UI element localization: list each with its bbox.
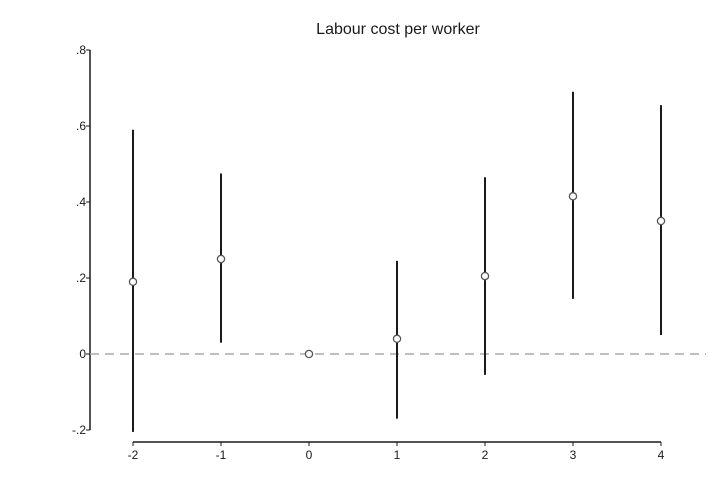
x-tick-label: 3 [570, 448, 577, 462]
point-estimate-marker [656, 216, 666, 226]
y-tick-label: .4 [76, 195, 86, 209]
point-estimate-layer [128, 192, 666, 359]
x-tick-label: 2 [482, 448, 489, 462]
x-tick-label: -2 [128, 448, 139, 462]
y-tick-label: .2 [76, 271, 86, 285]
y-tick-label: 0 [79, 347, 86, 361]
y-tick-label: -.2 [72, 423, 86, 437]
x-tick-label: -1 [216, 448, 227, 462]
point-estimate-marker [304, 349, 314, 359]
point-estimate-marker [128, 277, 138, 287]
x-tick-label: 0 [306, 448, 313, 462]
x-tick-label: 4 [658, 448, 665, 462]
point-estimate-marker [392, 334, 402, 344]
y-tick-label: .8 [76, 43, 86, 57]
point-estimate-marker [568, 192, 578, 201]
point-estimate-marker [480, 271, 490, 281]
y-tick-label: .6 [76, 119, 86, 133]
chart-title: Labour cost per worker [316, 21, 480, 38]
confidence-interval-layer [132, 91, 662, 432]
x-tick-label: 1 [394, 448, 401, 462]
axes: -.2 0 .2 .4 .6 .8 -2 -1 0 1 2 3 4 [72, 43, 665, 462]
point-estimate-marker [216, 254, 226, 264]
